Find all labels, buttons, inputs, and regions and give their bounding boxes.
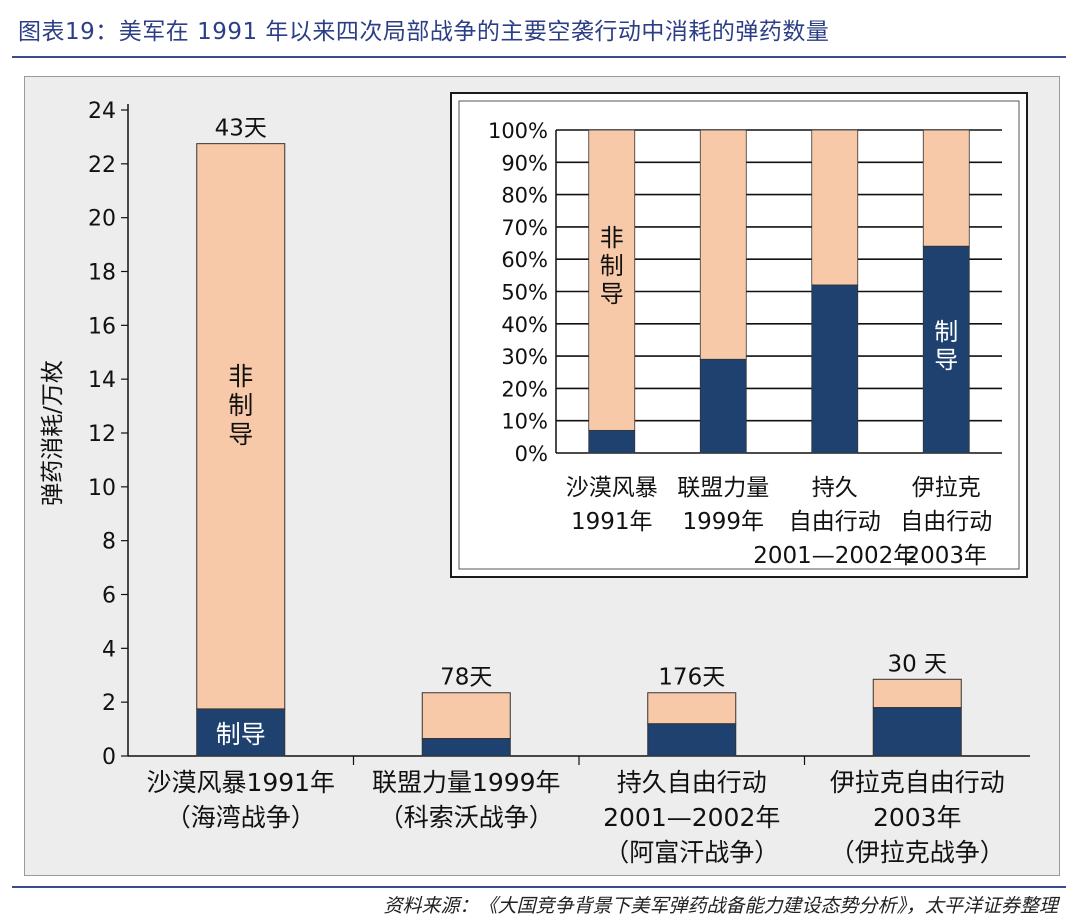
inset-bar-unguided xyxy=(699,129,747,360)
x-category-label: 联盟力量1999年 xyxy=(372,768,561,797)
source-note: 资料来源：《大国竞争背景下美军弹药战备能力建设态势分析》，太平洋证券整理 xyxy=(383,895,1058,917)
y-tick-label: 18 xyxy=(88,261,116,286)
inset-x-category-label: 自由行动 xyxy=(900,509,992,535)
x-category-label: （阿富汗战争） xyxy=(604,838,779,867)
y-tick-label: 12 xyxy=(88,422,116,447)
y-tick-label: 20 xyxy=(88,207,116,232)
inset-x-category-label: 自由行动 xyxy=(789,509,881,535)
inset-x-category-label: 伊拉克 xyxy=(912,475,981,501)
x-category-label: 伊拉克自由行动 xyxy=(830,768,1005,797)
inset-bar-guided xyxy=(588,429,636,454)
bar-guided xyxy=(421,738,511,757)
bar-guided xyxy=(872,707,962,757)
bar-unguided xyxy=(421,692,511,740)
x-category-label: （海湾战争） xyxy=(166,803,316,832)
unguided-inner-label-char: 非 xyxy=(228,362,253,391)
inset-bar-guided xyxy=(922,245,970,454)
inset-x-category-label: 1999年 xyxy=(682,509,764,535)
bar-unguided xyxy=(647,692,737,725)
inset-y-tick-label: 40% xyxy=(501,313,548,337)
inset-unguided-inner-label-char: 制 xyxy=(600,252,624,280)
duration-label: 30 天 xyxy=(887,651,947,677)
inset-x-category-label: 2001—2002年 xyxy=(753,543,916,569)
inset-bar-unguided xyxy=(922,129,970,247)
x-category-label: 持久自由行动 xyxy=(617,768,767,797)
inset-y-tick-label: 10% xyxy=(501,410,548,434)
inset-y-tick-label: 0% xyxy=(515,442,548,466)
unguided-inner-label-char: 导 xyxy=(228,420,253,449)
main-chart: 024681012141618202224弹药消耗/万枚43天沙漠风暴1991年… xyxy=(40,99,1030,867)
y-tick-label: 4 xyxy=(102,637,116,662)
inset-y-tick-label: 90% xyxy=(501,151,548,175)
duration-label: 43天 xyxy=(215,116,267,142)
inset-y-tick-label: 100% xyxy=(488,119,548,143)
y-tick-label: 8 xyxy=(102,530,116,555)
guided-inner-label: 制导 xyxy=(216,720,266,749)
inset-y-tick-label: 80% xyxy=(501,184,548,208)
unguided-inner-label-char: 制 xyxy=(228,391,253,420)
inset-unguided-inner-label-char: 导 xyxy=(600,280,624,308)
inset-guided-inner-label-char: 导 xyxy=(934,346,958,374)
inset-x-category-label: 沙漠风暴 xyxy=(566,475,658,501)
unguided-inner-label: 非制导 xyxy=(228,362,253,449)
y-tick-label: 0 xyxy=(102,745,116,770)
y-tick-label: 24 xyxy=(88,99,116,124)
inset-x-category-label: 持久 xyxy=(812,475,858,501)
duration-label: 78天 xyxy=(440,665,492,691)
title-rule xyxy=(12,56,1066,58)
inset-guided-inner-label-char: 制 xyxy=(934,318,958,346)
x-category-label: 2001—2002年 xyxy=(603,803,780,832)
inset-unguided-inner-label-char: 非 xyxy=(600,224,624,252)
y-tick-label: 16 xyxy=(88,314,116,339)
inset-inner-frame xyxy=(458,100,1020,570)
inset-bar-unguided xyxy=(811,129,859,286)
inset-percent-chart: 0% 10% 20% 30% 40% 50% 60% 70% 80% 90% 100% 沙漠风暴 199… xyxy=(450,92,1028,578)
x-category-label: 沙漠风暴1991年 xyxy=(146,768,335,797)
y-axis-label: 弹药消耗/万枚 xyxy=(40,360,66,506)
y-tick-label: 22 xyxy=(88,153,116,178)
inset-guided-inner-label: 制导 xyxy=(934,318,958,374)
duration-label: 176天 xyxy=(658,665,725,691)
inset-y-tick-label: 60% xyxy=(501,248,548,272)
y-tick-label: 2 xyxy=(102,691,116,716)
y-tick-label: 14 xyxy=(88,368,116,393)
inset-bar-unguided xyxy=(588,129,636,431)
x-category-label: （科索沃战争） xyxy=(379,803,554,832)
x-category-label: （伊拉克战争） xyxy=(830,838,1005,867)
bar-guided xyxy=(647,723,737,757)
y-tick-label: 6 xyxy=(102,584,116,609)
bar-unguided xyxy=(872,678,962,709)
inset-bar-guided xyxy=(811,284,859,454)
figure-title: 图表19：美军在 1991 年以来四次局部战争的主要空袭行动中消耗的弹药数量 xyxy=(18,19,830,45)
inset-unguided-inner-label: 非制导 xyxy=(600,224,624,308)
inset-x-category-label: 1991年 xyxy=(571,509,653,535)
source-rule xyxy=(12,886,1066,888)
x-category-label: 2003年 xyxy=(873,803,962,832)
y-tick-label: 10 xyxy=(88,476,116,501)
inset-y-tick-label: 70% xyxy=(501,216,548,240)
inset-y-tick-label: 20% xyxy=(501,377,548,401)
inset-y-tick-label: 30% xyxy=(501,345,548,369)
inset-x-category-label: 2003年 xyxy=(905,543,987,569)
inset-bar-guided xyxy=(699,358,747,454)
inset-x-category-label: 联盟力量 xyxy=(677,475,769,501)
inset-y-tick-label: 50% xyxy=(501,281,548,305)
bar-unguided xyxy=(196,143,286,710)
